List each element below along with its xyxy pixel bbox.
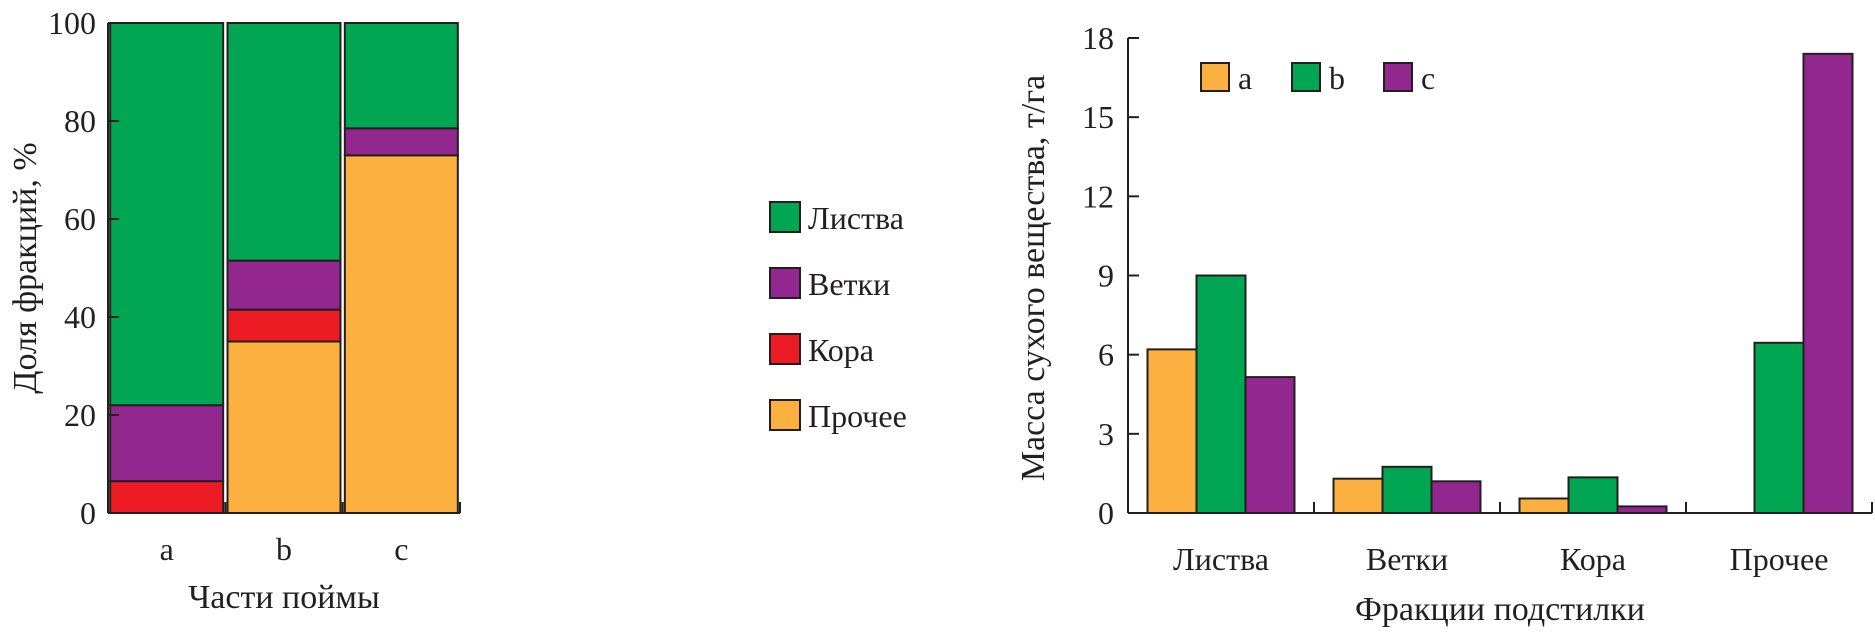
bar-segment (109, 480, 225, 514)
bar-segment (226, 308, 342, 343)
y-axis-title: Доля фракций, % (7, 142, 44, 393)
y-tick-label: 15 (1082, 99, 1114, 135)
dry-mass-bar-chart: 0 3 6 9 12 15 18 Листва Ветки Кора Прочее Фракции п… (1015, 20, 1873, 628)
legend-swatch (1383, 62, 1413, 92)
bar (1332, 477, 1384, 515)
bar (1244, 376, 1296, 514)
bar-segment (226, 259, 342, 311)
legend-label: Кора (808, 332, 874, 368)
legend-swatch (769, 399, 801, 431)
legend: Листва Ветки Кора Прочее (769, 200, 907, 434)
y-axis-title: Масса сухого вещества, т/га (1015, 75, 1052, 482)
bar-segment (343, 22, 459, 130)
bar-segment (226, 22, 342, 262)
bar-segment (343, 154, 459, 515)
bar-segment (109, 404, 225, 483)
bar (1567, 476, 1619, 514)
y-tick-label: 100 (48, 5, 96, 41)
y-tick-label: 0 (1098, 495, 1114, 531)
y-tick-label: 3 (1098, 416, 1114, 452)
legend-label: a (1238, 60, 1252, 96)
legend-label: Ветки (808, 266, 890, 302)
bar (1195, 274, 1247, 514)
legend-swatch (769, 201, 801, 233)
bar (1518, 497, 1570, 515)
x-tick-label: Кора (1560, 541, 1626, 577)
legend-swatch (1200, 62, 1230, 92)
legend-label: c (1421, 60, 1435, 96)
bar (1802, 52, 1854, 514)
legend-label: b (1329, 60, 1345, 96)
bar-segment (109, 22, 225, 407)
y-tick-label: 80 (64, 103, 96, 139)
legend: a b c (1200, 60, 1435, 96)
stacked-fraction-chart: 0 20 40 60 80 100 a b c Части поймы Доля фракций, … (7, 5, 907, 616)
legend-swatch (769, 267, 801, 299)
bar (1430, 480, 1482, 515)
bar (1146, 348, 1198, 514)
bar (1381, 465, 1433, 515)
x-tick-label: Прочее (1730, 541, 1829, 577)
legend-swatch (769, 333, 801, 365)
x-tick-label: Листва (1173, 541, 1269, 577)
x-tick-label: a (160, 531, 174, 567)
y-tick-label: 9 (1098, 258, 1114, 294)
legend-label: Листва (808, 200, 904, 236)
bar-segment (343, 127, 459, 157)
y-tick-label: 40 (64, 299, 96, 335)
legend-label: Прочее (808, 398, 907, 434)
y-tick-label: 18 (1082, 20, 1114, 56)
y-tick-label: 60 (64, 201, 96, 237)
y-tick-label: 12 (1082, 178, 1114, 214)
y-tick-label: 6 (1098, 337, 1114, 373)
x-tick-label: Ветки (1366, 541, 1448, 577)
bar (1753, 341, 1805, 514)
bar-segment (226, 340, 342, 514)
x-tick-label: b (276, 531, 292, 567)
legend-swatch (1291, 62, 1321, 92)
x-axis-title: Части поймы (188, 579, 380, 616)
y-tick-label: 0 (80, 495, 96, 531)
y-tick-label: 20 (64, 397, 96, 433)
x-axis-title: Фракции подстилки (1355, 591, 1645, 628)
x-tick-label: c (394, 531, 408, 567)
